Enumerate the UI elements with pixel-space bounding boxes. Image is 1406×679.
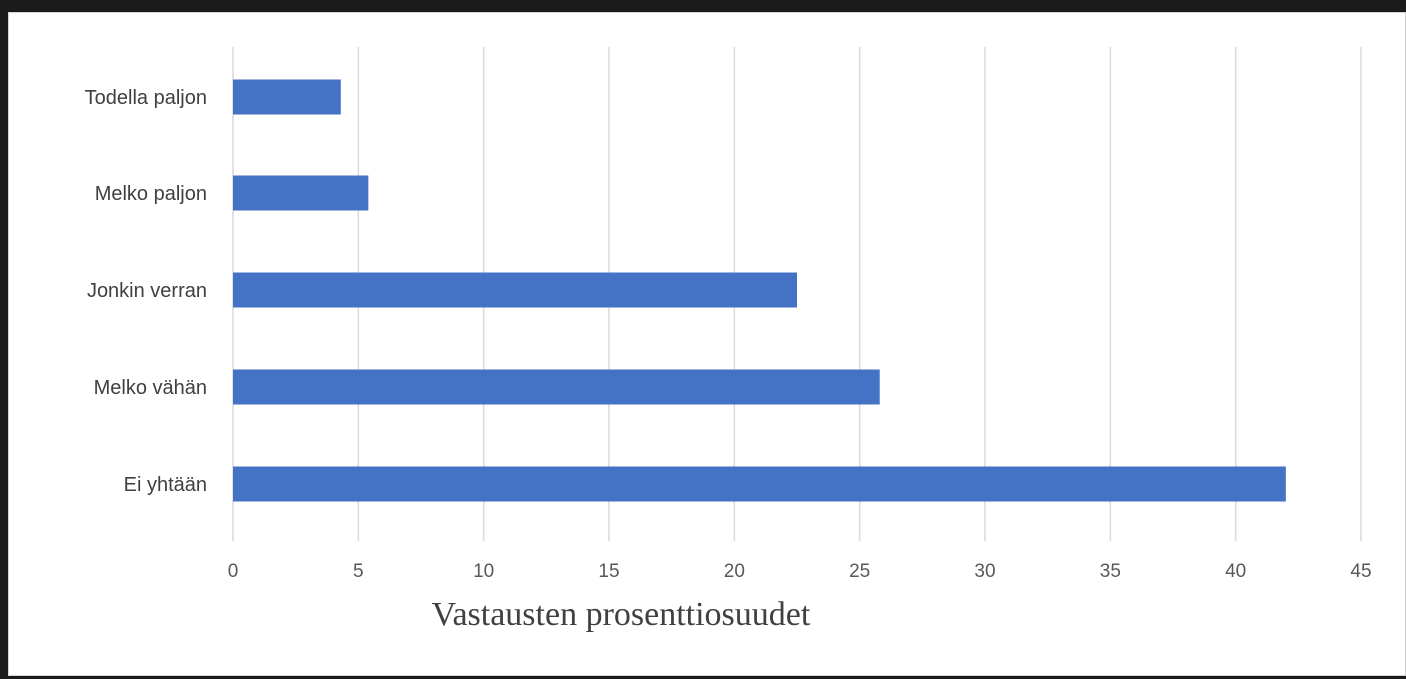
category-label: Melko vähän [94,377,207,399]
bar [233,79,341,115]
x-tick-label: 35 [1100,561,1121,582]
x-tick-label: 15 [598,561,619,582]
x-tick-label: 30 [974,561,995,582]
category-label: Melko paljon [95,183,207,205]
category-label: Jonkin verran [87,280,207,302]
bar-chart: Todella paljon Melko paljon Jonkin verran M… [85,47,1372,633]
category-label: Ei yhtään [124,474,207,496]
bar [233,369,880,405]
category-label: Todella paljon [85,87,207,109]
bars [233,79,1286,502]
chart-frame: Todella paljon Melko paljon Jonkin verran M… [8,12,1406,676]
x-tick-label: 0 [228,561,239,582]
x-tick-label: 25 [849,561,870,582]
x-tick-label: 40 [1225,561,1246,582]
bar [233,466,1286,502]
x-tick-label: 20 [724,561,745,582]
x-axis-title: Vastausten prosenttiosuudet [432,596,811,633]
x-tick-label: 45 [1350,561,1371,582]
category-labels: Todella paljon Melko paljon Jonkin verran M… [85,87,207,496]
bar [233,272,797,308]
x-tick-labels: 0 5 10 15 20 25 30 35 40 45 [228,561,1372,582]
x-tick-label: 10 [473,561,494,582]
x-tick-label: 5 [353,561,364,582]
bar [233,175,369,211]
